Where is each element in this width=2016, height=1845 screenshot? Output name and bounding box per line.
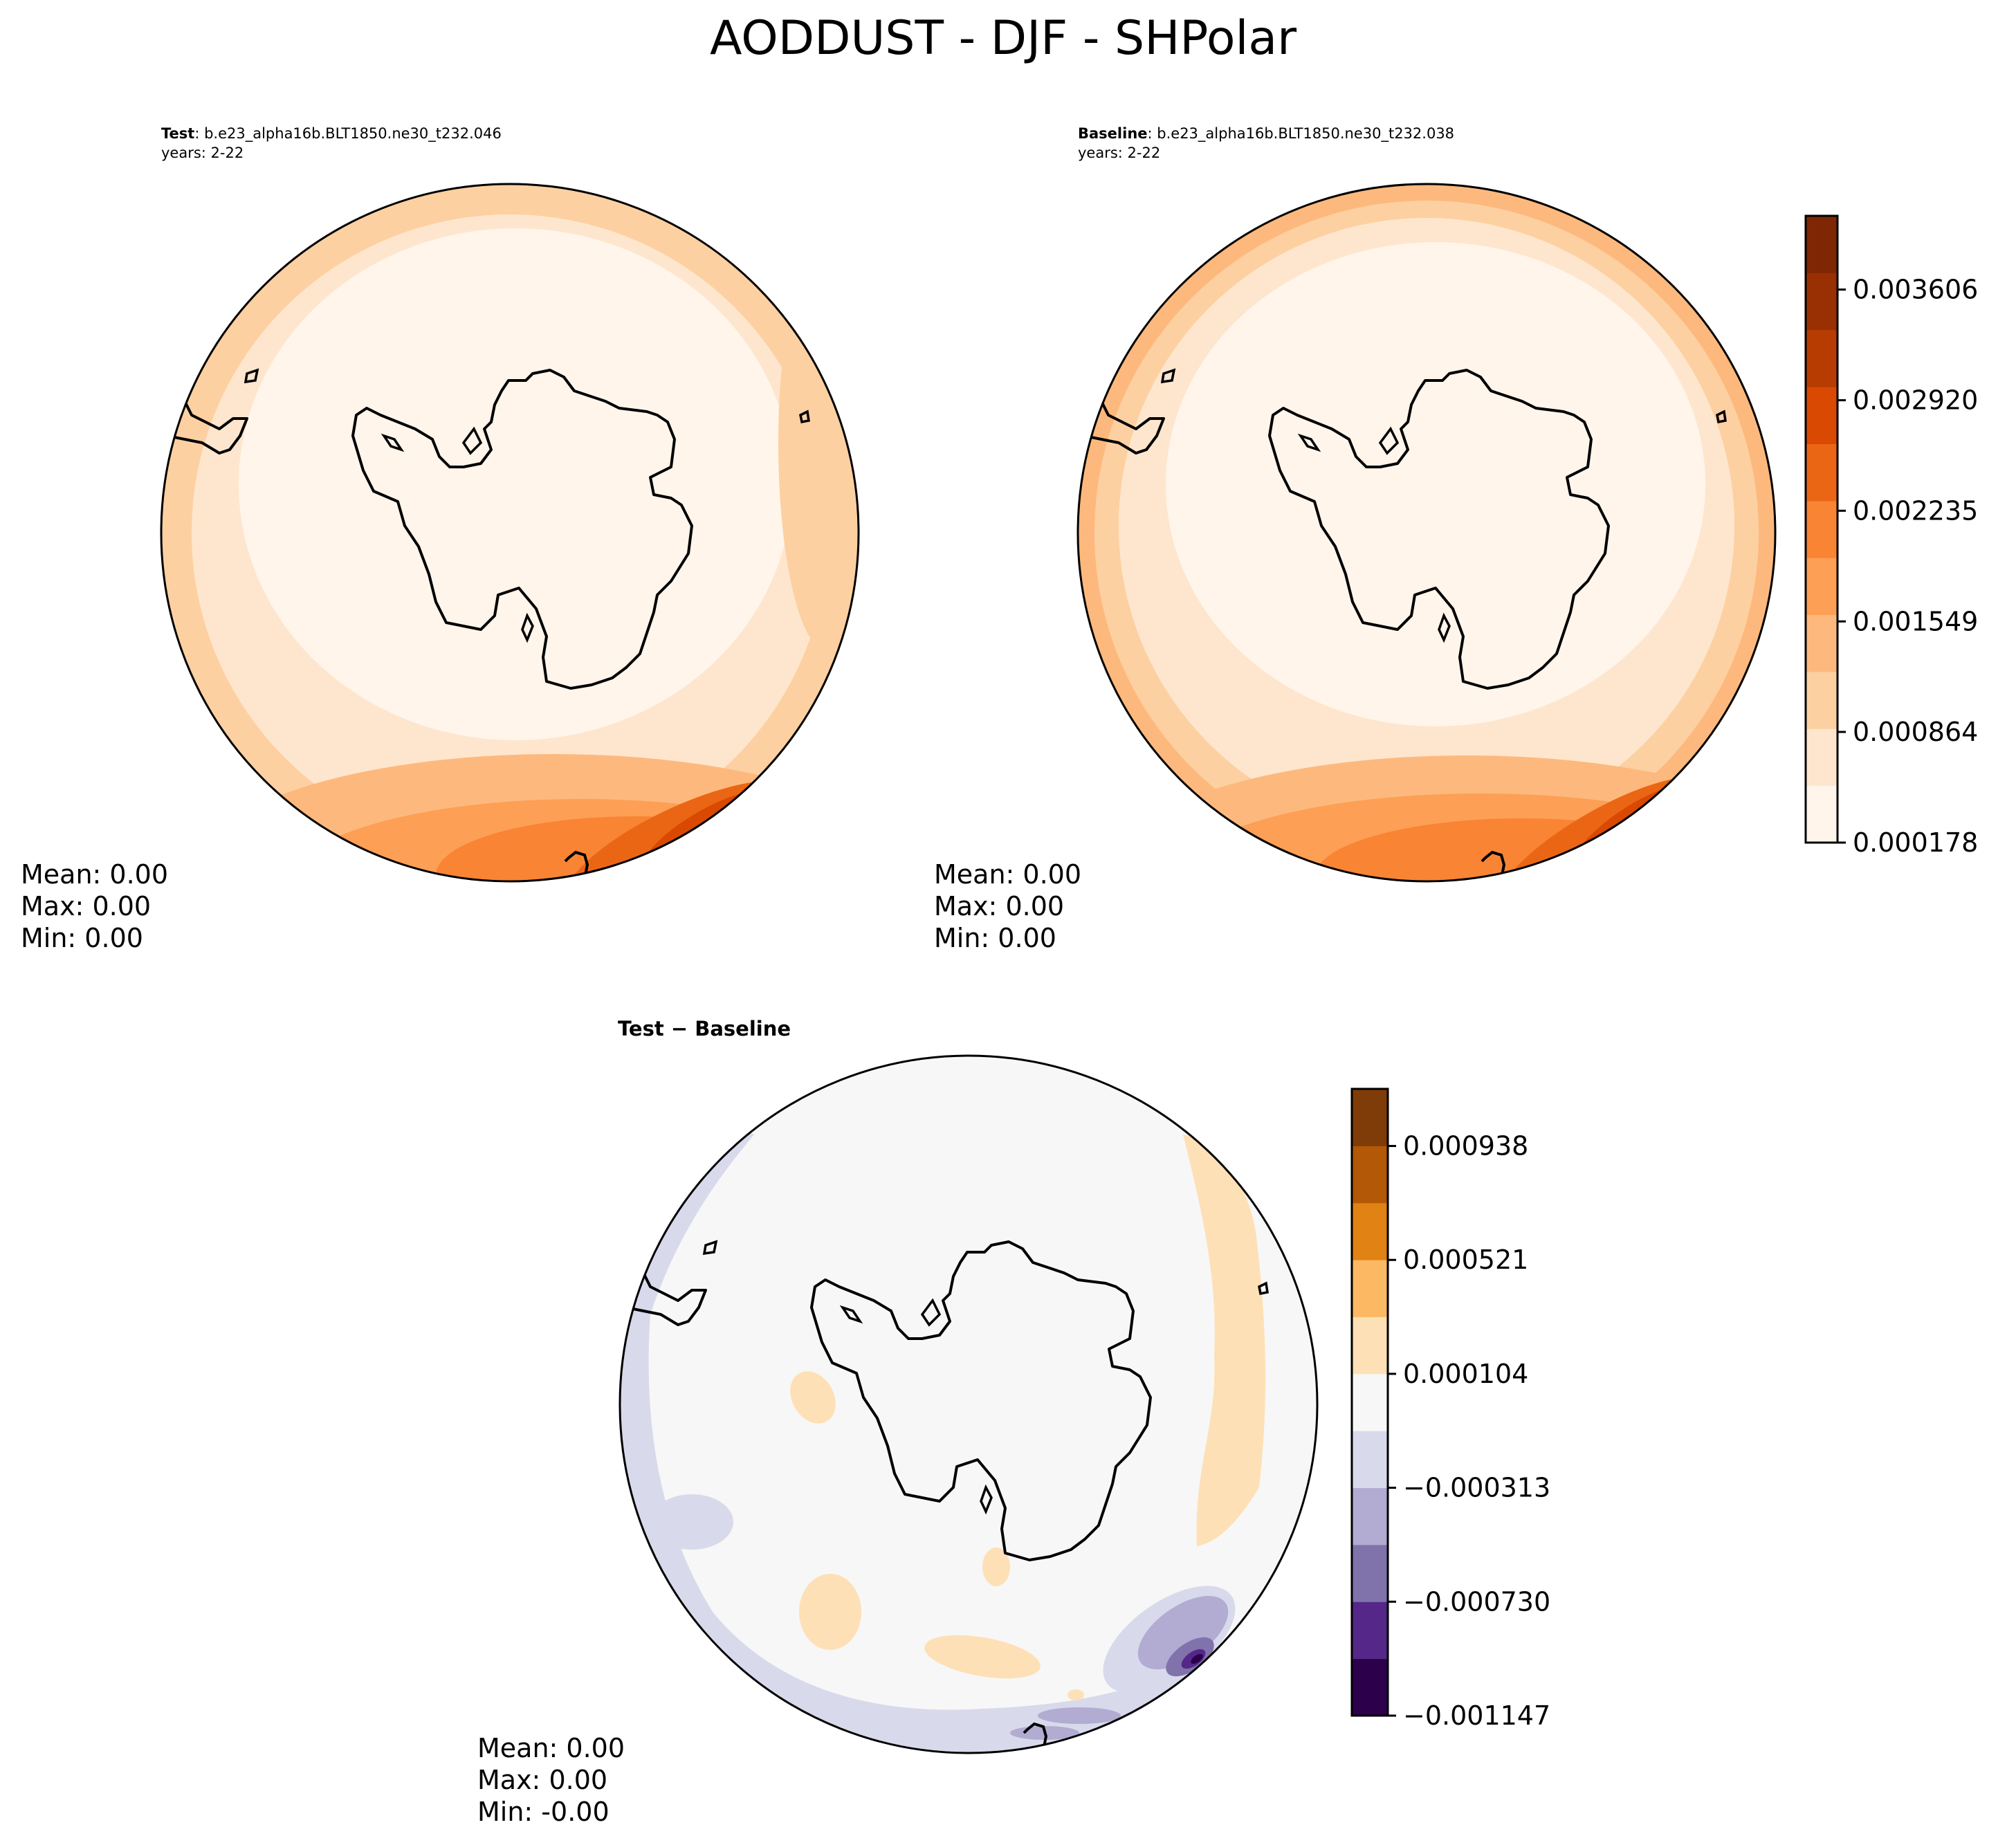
baseline-map-fill [1078, 184, 1775, 881]
difference-colorbar-tick-label: 0.000104 [1403, 1359, 1528, 1389]
difference-colorbar-band [1352, 1146, 1388, 1204]
baseline-colorbar-band [1806, 785, 1838, 843]
test-case-name: : b.e23_alpha16b.BLT1850.ne30_t232.046 [194, 125, 502, 143]
test-stat-max: Max: 0.00 [21, 891, 151, 921]
baseline-colorbar-frame [1804, 214, 1839, 844]
test-map-fill [161, 184, 859, 881]
panel-difference: Test − Baseline [477, 1017, 1550, 1827]
difference-title: Test − Baseline [618, 1017, 791, 1040]
baseline-colorbar-tick-label: 0.002920 [1853, 385, 1978, 416]
difference-colorbar-tick-label: 0.000521 [1403, 1245, 1528, 1275]
baseline-colorbar-bands [1806, 216, 1838, 843]
panel-test: Test: b.e23_alpha16b.BLT1850.ne30_t232.0… [21, 125, 860, 953]
baseline-map-boundary [1076, 183, 1777, 883]
difference-colorbar-band [1352, 1431, 1388, 1489]
baseline-colorbar-tick-label: 0.000864 [1853, 717, 1978, 747]
baseline-case-name: : b.e23_alpha16b.BLT1850.ne30_t232.038 [1148, 125, 1455, 143]
difference-colorbar-tick-label: −0.000730 [1403, 1586, 1550, 1617]
panel-baseline: Baseline: b.e23_alpha16b.BLT1850.ne30_t2… [934, 125, 1978, 953]
difference-colorbar-band [1352, 1089, 1388, 1146]
test-stat-min: Min: 0.00 [21, 923, 143, 953]
baseline-colorbar-band [1806, 387, 1838, 444]
difference-colorbar-band [1352, 1316, 1388, 1375]
difference-colorbar-band [1352, 1601, 1388, 1660]
test-stat-mean: Mean: 0.00 [21, 859, 168, 890]
test-years: years: 2-22 [161, 145, 244, 161]
difference-colorbar-tick-label: −0.001147 [1403, 1700, 1550, 1731]
baseline-label: Baseline [1078, 125, 1148, 142]
baseline-colorbar-tick-label: 0.003606 [1853, 275, 1978, 305]
difference-stat-max: Max: 0.00 [477, 1765, 607, 1795]
difference-colorbar-band [1352, 1373, 1388, 1431]
difference-stat-min: Min: -0.00 [477, 1797, 610, 1827]
baseline-colorbar-band [1806, 443, 1838, 502]
difference-colorbar-band [1352, 1658, 1388, 1716]
baseline-stat-mean: Mean: 0.00 [934, 859, 1081, 890]
baseline-colorbar-band [1806, 216, 1838, 273]
baseline-colorbar-band [1806, 671, 1838, 729]
baseline-years: years: 2-22 [1078, 145, 1160, 161]
baseline-stat-max: Max: 0.00 [934, 891, 1064, 921]
test-title: Test: b.e23_alpha16b.BLT1850.ne30_t232.0… [161, 125, 502, 143]
baseline-colorbar-tick-label: 0.000178 [1853, 827, 1978, 858]
difference-colorbar-band [1352, 1260, 1388, 1317]
baseline-colorbar-band [1806, 728, 1838, 787]
difference-map-fill [620, 1056, 1317, 1753]
difference-colorbar-tick-label: −0.000313 [1403, 1473, 1550, 1503]
difference-map-boundary [618, 1054, 1319, 1754]
difference-colorbar-bands [1352, 1089, 1388, 1716]
baseline-colorbar-band [1806, 329, 1838, 387]
baseline-colorbar-ticks: 0.003606 0.002920 0.002235 0.001549 0.000864… [1838, 275, 1978, 858]
difference-colorbar-frame [1350, 1087, 1389, 1717]
baseline-stat-min: Min: 0.00 [934, 923, 1056, 953]
baseline-colorbar-tick-label: 0.002235 [1853, 495, 1978, 526]
baseline-colorbar-band [1806, 558, 1838, 616]
difference-stat-mean: Mean: 0.00 [477, 1733, 625, 1763]
difference-colorbar-band [1352, 1544, 1388, 1602]
baseline-colorbar-band [1806, 614, 1838, 672]
test-map-boundary [160, 183, 860, 883]
baseline-colorbar-band [1806, 273, 1838, 331]
difference-colorbar-tick-label: 0.000938 [1403, 1131, 1528, 1162]
test-label: Test [161, 125, 194, 142]
difference-colorbar-band [1352, 1487, 1388, 1545]
baseline-colorbar-tick-label: 0.001549 [1853, 606, 1978, 636]
figure-title: AODDUST - DJF - SHPolar [710, 11, 1296, 66]
baseline-colorbar-band [1806, 500, 1838, 558]
difference-colorbar-ticks: 0.000938 0.000521 0.000104 −0.000313 −0.0007… [1388, 1131, 1550, 1731]
baseline-title: Baseline: b.e23_alpha16b.BLT1850.ne30_t2… [1078, 125, 1454, 143]
difference-colorbar-band [1352, 1202, 1388, 1260]
